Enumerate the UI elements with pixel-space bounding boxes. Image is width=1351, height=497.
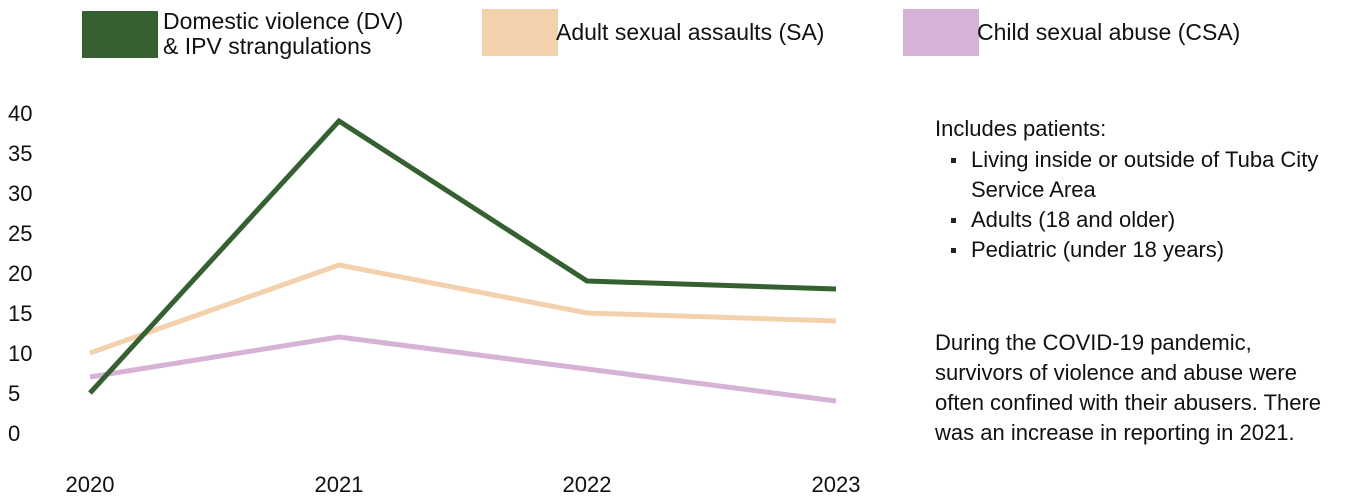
bullet-icon [951,158,956,163]
legend-swatch-dv [82,10,158,58]
legend-item-csa: Child sexual abuse (CSA) [903,9,1240,56]
legend-swatch-csa [903,9,979,56]
legend-item-dv: Domestic violence (DV) & IPV strangulati… [82,9,403,59]
x-tick-label: 2020 [66,472,115,497]
notes-list-item-text: Adults (18 and older) [971,207,1176,232]
y-tick-label: 35 [8,141,32,166]
notes-heading: Includes patients: [935,116,1107,141]
legend-item-sa: Adult sexual assaults (SA) [482,9,824,56]
bullet-icon [951,248,956,253]
bullet-icon [951,218,956,223]
notes-list: Living inside or outside of Tuba City Se… [945,145,1345,265]
notes-list-item: Pediatric (under 18 years) [945,235,1345,265]
series-line-csa [89,334,837,404]
legend-swatch-sa [482,9,558,56]
y-tick-label: 40 [8,101,32,126]
notes-list-item: Living inside or outside of Tuba City Se… [945,145,1345,205]
legend-label-sa: Adult sexual assaults (SA) [556,19,825,45]
x-tick-label: 2021 [315,472,364,497]
line-chart: 0 5 10 15 20 25 30 35 40 2020 2021 2022 2023 [8,101,861,497]
notes-list-item-text: Living inside or outside of Tuba City Se… [971,147,1319,202]
y-tick-label: 25 [8,221,32,246]
series-line-sa [89,262,837,356]
x-tick-label: 2022 [563,472,612,497]
y-tick-label: 10 [8,341,32,366]
notes-list-item: Adults (18 and older) [945,205,1345,235]
notes-list-item-text: Pediatric (under 18 years) [971,237,1225,262]
notes-paragraph: During the COVID-19 pandemic, survivors … [935,330,1322,445]
y-tick-label: 30 [8,181,32,206]
series-line-dv [88,117,837,395]
y-tick-label: 0 [8,421,20,446]
x-tick-label: 2023 [812,472,861,497]
legend-label-csa: Child sexual abuse (CSA) [977,19,1241,45]
y-tick-label: 20 [8,261,32,286]
y-tick-label: 5 [8,381,20,406]
legend-label-dv: Domestic violence (DV) & IPV strangulati… [163,8,404,59]
y-tick-label: 15 [8,301,32,326]
